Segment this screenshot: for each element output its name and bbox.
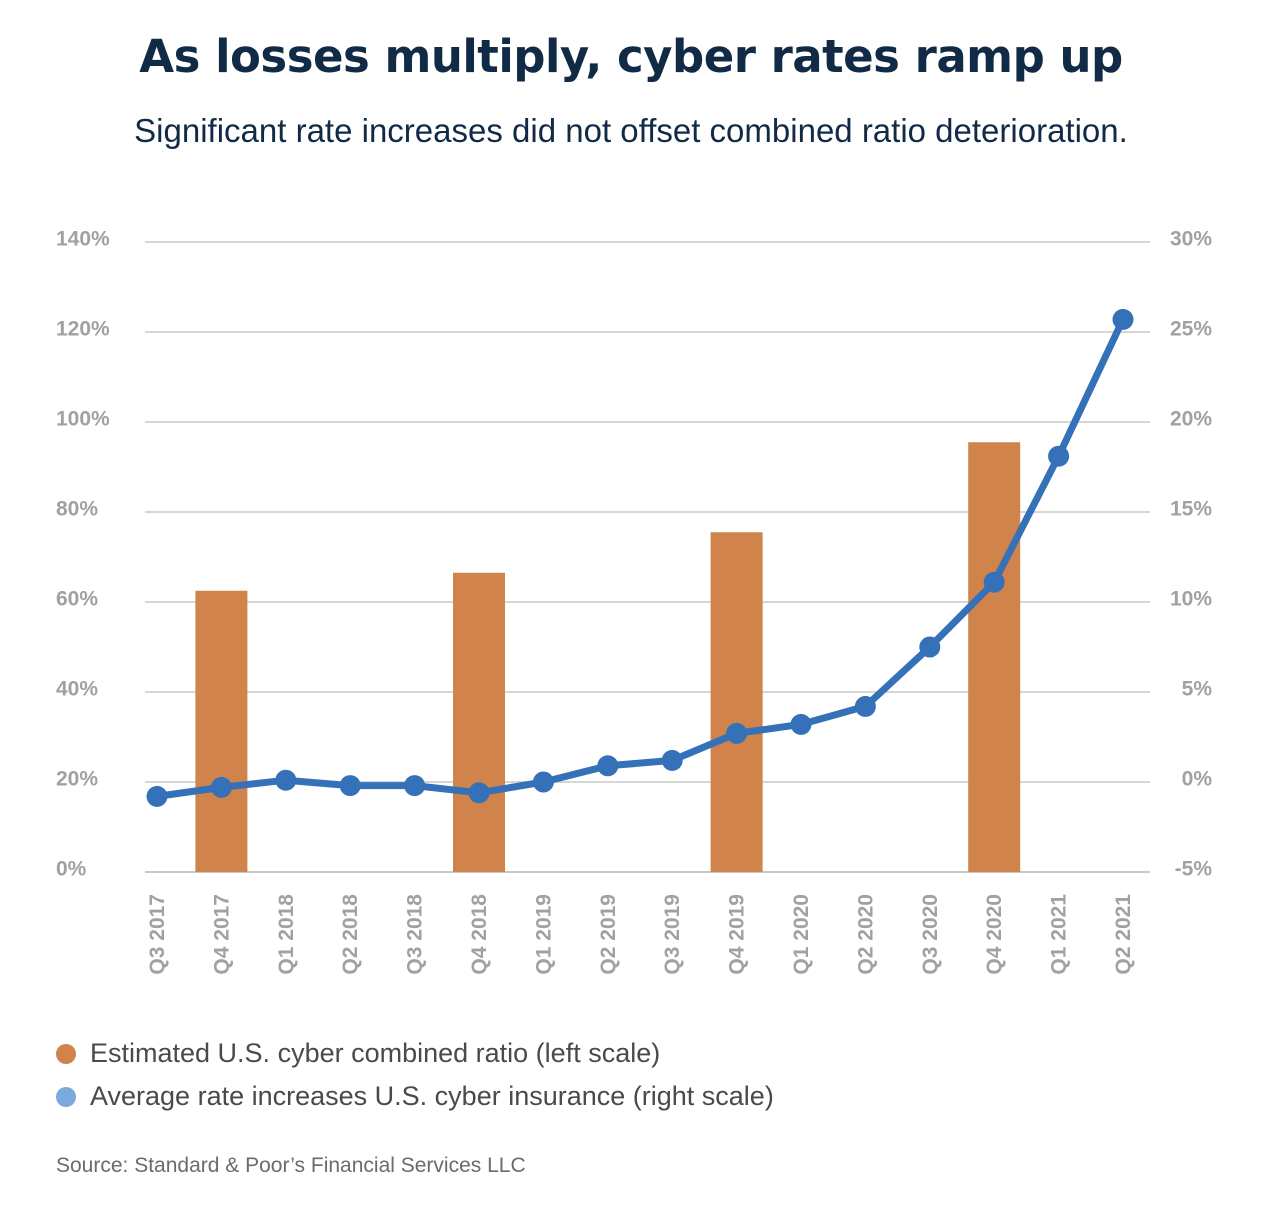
line-series [146,308,1134,807]
x-tick-label: Q3 2017 [146,894,169,975]
line-point [854,695,876,717]
line-point [146,785,168,807]
line-point [275,769,297,791]
line-point [404,775,426,797]
x-tick-label: Q1 2019 [532,894,555,975]
right-tick-label: 10% [1170,588,1212,611]
legend-label-bar: Estimated U.S. cyber combined ratio (lef… [90,1038,661,1068]
line-point [790,713,812,735]
line-point [339,775,361,797]
line-point [210,776,232,798]
line-point [532,771,554,793]
left-tick-label: 120% [56,318,110,341]
x-tick-label: Q2 2019 [597,894,620,975]
x-tick-label: Q1 2021 [1048,894,1071,975]
line-point [661,749,683,771]
line-point [468,782,490,804]
x-tick-label: Q3 2020 [919,894,942,975]
legend-label-line: Average rate increases U.S. cyber insura… [90,1081,774,1111]
x-tick-label: Q3 2018 [404,894,427,975]
right-tick-label: 30% [1170,228,1212,251]
line-point [597,755,619,777]
left-tick-label: 100% [56,408,110,431]
x-tick-label: Q4 2018 [468,894,491,975]
right-tick-label: 15% [1170,498,1212,521]
x-tick-label: Q4 2017 [210,894,233,975]
x-tick-label: Q1 2018 [275,894,298,975]
right-axis: -5% 0% 5% 10% 15% 20% 25% 30% [1170,228,1212,881]
left-tick-label: 20% [56,768,98,791]
left-tick-label: 60% [56,588,98,611]
legend-item-bar: Estimated U.S. cyber combined ratio (lef… [56,1038,660,1069]
x-tick-label: Q4 2019 [726,894,749,975]
legend-item-line: Average rate increases U.S. cyber insura… [56,1081,774,1112]
x-tick-label: Q2 2020 [854,894,877,975]
series-line [153,315,1127,800]
x-tick-label: Q2 2018 [339,894,362,975]
left-tick-label: 0% [56,858,87,881]
x-tick-label: Q4 2020 [983,894,1006,975]
right-tick-label: 0% [1182,768,1213,791]
bar [453,572,505,872]
x-axis: Q3 2017 Q4 2017 Q1 2018 Q2 2018 Q3 2018 Q4 20… [146,894,1135,975]
chart-subtitle: Significant rate increases did not offse… [134,112,1128,149]
x-tick-label: Q2 2021 [1112,894,1135,975]
line-point [726,722,748,744]
right-tick-label: -5% [1175,858,1213,881]
line-point [1048,445,1070,467]
bar [710,532,763,872]
right-tick-label: 20% [1170,408,1212,431]
legend-swatch-line [56,1086,76,1107]
line-point [919,636,941,658]
left-tick-label: 140% [56,228,110,251]
chart-title: As losses multiply, cyber rates ramp up [139,30,1123,83]
right-tick-label: 25% [1170,318,1212,341]
left-axis: 0% 20% 40% 60% 80% 100% 120% 140% [56,228,110,881]
line-point [1112,308,1134,330]
right-tick-label: 5% [1182,678,1213,701]
x-tick-label: Q1 2020 [790,894,813,975]
bar-series [195,442,1021,872]
bar [195,590,248,872]
x-tick-label: Q3 2019 [661,894,684,975]
bar [968,442,1021,872]
source-note: Source: Standard & Poor’s Financial Serv… [56,1154,526,1177]
line-point [983,571,1005,593]
legend-swatch-bar [56,1043,76,1064]
left-tick-label: 40% [56,678,98,701]
left-tick-label: 80% [56,498,98,521]
